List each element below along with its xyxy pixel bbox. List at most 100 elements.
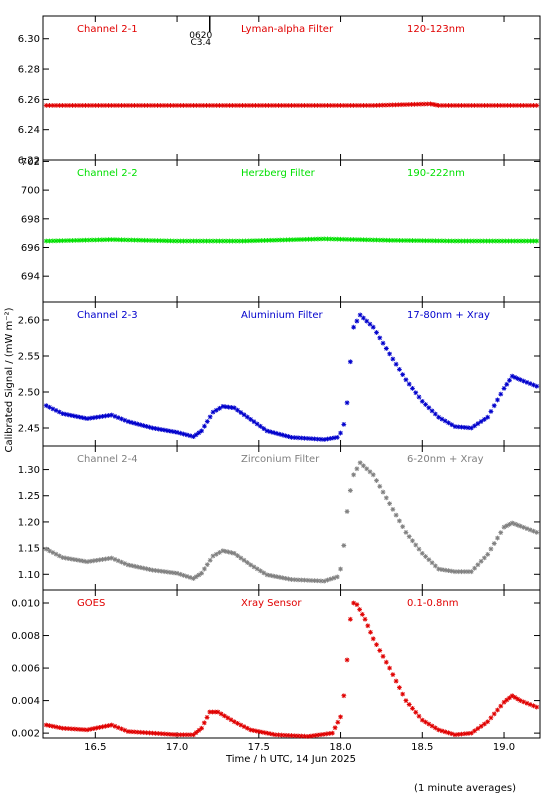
- event-label-class: C3.4: [190, 38, 211, 48]
- data-point: [279, 103, 285, 108]
- data-point: [56, 553, 62, 559]
- panel-series: [43, 101, 540, 108]
- data-point: [328, 576, 334, 582]
- data-point: [462, 238, 467, 244]
- data-point: [262, 238, 267, 243]
- data-point: [53, 724, 59, 730]
- data-point: [362, 616, 368, 622]
- data-point: [364, 318, 370, 324]
- data-point: [115, 103, 121, 108]
- data-point: [229, 405, 234, 410]
- data-point: [231, 405, 237, 411]
- data-point: [43, 103, 49, 108]
- data-point: [393, 512, 399, 518]
- data-point: [103, 413, 108, 419]
- data-point: [374, 478, 379, 483]
- data-point: [168, 570, 174, 575]
- data-point: [112, 103, 118, 108]
- data-point: [177, 103, 183, 108]
- data-point: [465, 425, 471, 431]
- data-point: [317, 732, 323, 738]
- data-point: [174, 103, 180, 108]
- data-point: [259, 103, 265, 108]
- data-point: [524, 700, 530, 706]
- panel-channel-name: Channel 2-2: [77, 168, 138, 179]
- data-point: [238, 722, 244, 728]
- data-point: [181, 732, 186, 738]
- data-point: [109, 555, 115, 561]
- data-point: [365, 623, 371, 629]
- data-point: [455, 103, 461, 108]
- data-point: [351, 103, 357, 108]
- data-point: [354, 103, 360, 108]
- data-point: [370, 472, 376, 478]
- data-point: [109, 412, 115, 418]
- data-point: [141, 237, 147, 243]
- data-point: [521, 378, 527, 384]
- data-point: [223, 238, 229, 244]
- data-point: [213, 551, 219, 557]
- data-point: [442, 729, 448, 735]
- data-point: [475, 562, 481, 568]
- data-point: [482, 721, 487, 727]
- data-point: [498, 103, 504, 108]
- data-point: [289, 577, 294, 582]
- data-point: [69, 413, 75, 418]
- data-point: [56, 238, 62, 244]
- data-point: [75, 557, 81, 563]
- data-point: [279, 432, 285, 438]
- data-point: [148, 103, 154, 108]
- data-point: [50, 406, 56, 412]
- data-point: [295, 435, 301, 441]
- data-point: [156, 568, 162, 574]
- data-point: [244, 560, 250, 565]
- data-point: [397, 518, 402, 524]
- event-label-time: 0620: [189, 31, 212, 41]
- data-point: [459, 424, 464, 430]
- data-point: [257, 729, 263, 735]
- data-point: [334, 236, 340, 242]
- data-point: [233, 103, 239, 108]
- data-point: [296, 237, 302, 242]
- data-point: [137, 422, 143, 428]
- data-point: [331, 236, 337, 242]
- data-point: [331, 103, 337, 108]
- data-point: [504, 103, 510, 108]
- x-tick-label: 19.0: [493, 742, 515, 753]
- data-point: [351, 472, 357, 478]
- data-point: [131, 563, 137, 569]
- data-point: [102, 103, 108, 108]
- data-point: [187, 575, 193, 580]
- data-point: [292, 577, 298, 583]
- data-point: [308, 578, 314, 583]
- data-point: [196, 430, 202, 436]
- data-point: [403, 377, 409, 383]
- data-point: [347, 359, 353, 365]
- data-point: [210, 709, 215, 715]
- data-point: [184, 432, 190, 438]
- data-point: [383, 102, 389, 108]
- data-point: [406, 534, 412, 539]
- data-point: [168, 238, 173, 244]
- data-point: [323, 731, 329, 737]
- data-point: [491, 711, 497, 717]
- data-point: [174, 570, 180, 576]
- data-point: [507, 377, 512, 383]
- y-tick-label: 700: [21, 186, 40, 197]
- data-point: [150, 567, 155, 573]
- data-point: [488, 103, 494, 108]
- data-point: [164, 103, 170, 108]
- data-point: [318, 236, 324, 242]
- data-point: [485, 551, 491, 557]
- data-point: [56, 409, 62, 415]
- data-point: [413, 238, 419, 244]
- data-point: [226, 549, 231, 555]
- data-point: [423, 238, 428, 244]
- panels-layer: 6.22 6.24 6.26 6.28 6.30 Channel 2-1 Lyman-alp…: [11, 15, 541, 740]
- data-point: [78, 727, 84, 732]
- data-point: [128, 237, 134, 243]
- data-point: [534, 704, 540, 710]
- data-point: [282, 433, 288, 439]
- data-point: [341, 103, 347, 108]
- data-point: [226, 404, 231, 410]
